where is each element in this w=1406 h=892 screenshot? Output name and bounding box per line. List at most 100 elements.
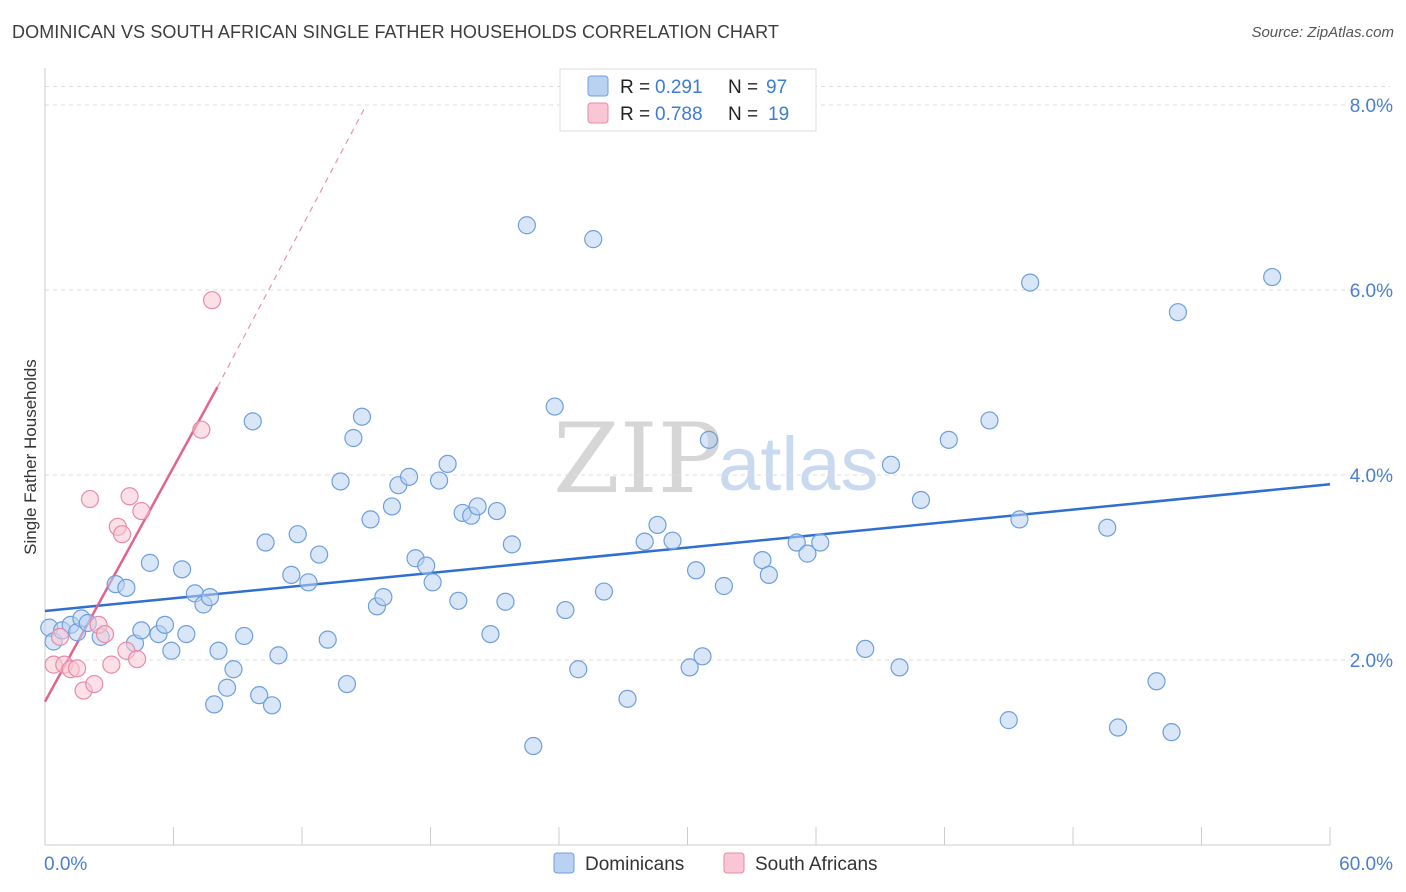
data-point-dominicans bbox=[235, 626, 254, 646]
data-point-dominicans bbox=[856, 639, 875, 659]
data-point-dominicans bbox=[269, 646, 288, 665]
legend-swatch-dominicans bbox=[587, 75, 609, 97]
legend-n-label-south-africans: N = bbox=[728, 104, 758, 125]
bottom-legend: Dominicans South Africans bbox=[553, 852, 878, 875]
data-point-dominicans bbox=[468, 497, 487, 516]
data-point-dominicans bbox=[1162, 723, 1181, 742]
data-point-dominicans bbox=[635, 532, 654, 551]
trend-line-south-africans-extension bbox=[216, 104, 367, 388]
data-point-dominicans bbox=[569, 660, 588, 679]
data-point-dominicans bbox=[224, 660, 243, 679]
legend-n-value-dominicans: 97 bbox=[766, 77, 787, 98]
data-point-dominicans bbox=[1147, 672, 1166, 691]
data-point-south-africans bbox=[85, 674, 104, 694]
data-point-dominicans bbox=[243, 412, 262, 431]
data-point-south-africans bbox=[120, 487, 139, 506]
trend-line-dominicans bbox=[44, 483, 1331, 613]
data-point-dominicans bbox=[502, 535, 521, 554]
source-label: Source: ZipAtlas.com bbox=[1251, 24, 1394, 41]
data-point-dominicans bbox=[262, 696, 282, 715]
data-point-dominicans bbox=[881, 455, 901, 474]
bottom-legend-swatch-dominicans bbox=[553, 852, 575, 874]
legend: R = 0.291 N = 97 R = 0.788 N = 19 bbox=[559, 68, 817, 132]
data-point-dominicans bbox=[618, 689, 637, 708]
x-tick-label: 60.0% bbox=[1339, 854, 1393, 875]
data-point-dominicans bbox=[361, 510, 380, 529]
legend-r-label-dominicans: R = bbox=[620, 77, 650, 98]
data-point-dominicans bbox=[382, 497, 402, 516]
data-point-dominicans bbox=[310, 545, 329, 564]
gridlines bbox=[45, 86, 1390, 661]
y-tick-label: 6.0% bbox=[1350, 281, 1393, 302]
data-point-dominicans bbox=[648, 515, 667, 535]
legend-r-label-south-africans: R = bbox=[620, 104, 650, 125]
data-point-dominicans bbox=[911, 490, 931, 510]
data-point-dominicans bbox=[1010, 510, 1029, 529]
data-point-dominicans bbox=[140, 553, 160, 572]
y-tick-label: 8.0% bbox=[1350, 96, 1393, 117]
tick-labels: 2.0% 4.0% 6.0% 8.0% 0.0% 60.0% bbox=[44, 96, 1393, 875]
data-point-dominicans bbox=[117, 578, 136, 597]
legend-swatch-south-africans bbox=[587, 102, 609, 124]
watermark: ZIP atlas bbox=[553, 403, 879, 515]
data-point-dominicans bbox=[177, 624, 196, 644]
data-point-south-africans bbox=[192, 420, 211, 439]
data-point-dominicans bbox=[556, 600, 575, 620]
data-point-dominicans bbox=[759, 565, 778, 585]
bottom-legend-label-dominicans: Dominicans bbox=[585, 854, 684, 875]
bottom-legend-swatch-south-africans bbox=[723, 852, 745, 874]
data-point-dominicans bbox=[352, 407, 372, 426]
data-point-dominicans bbox=[1108, 718, 1128, 737]
data-point-south-africans bbox=[68, 659, 87, 678]
data-point-dominicans bbox=[798, 544, 817, 563]
axes bbox=[44, 68, 1331, 846]
data-point-dominicans bbox=[693, 647, 712, 666]
data-point-dominicans bbox=[939, 430, 958, 449]
bottom-legend-label-south-africans: South Africans bbox=[755, 854, 878, 875]
data-point-dominicans bbox=[299, 573, 318, 592]
data-point-dominicans bbox=[217, 678, 237, 697]
data-point-south-africans bbox=[112, 525, 132, 544]
data-point-dominicans bbox=[481, 624, 500, 644]
data-point-dominicans bbox=[162, 641, 181, 660]
data-point-south-africans bbox=[80, 489, 100, 509]
data-point-south-africans bbox=[102, 655, 121, 674]
data-point-dominicans bbox=[449, 591, 468, 610]
data-point-dominicans bbox=[172, 560, 192, 579]
data-point-dominicans bbox=[686, 561, 706, 580]
watermark-zip: ZIP bbox=[553, 403, 722, 515]
legend-n-value-south-africans: 19 bbox=[768, 104, 789, 125]
data-point-dominicans bbox=[288, 525, 307, 544]
data-point-dominicans bbox=[1168, 303, 1188, 322]
data-point-dominicans bbox=[680, 658, 699, 677]
data-point-dominicans bbox=[890, 658, 909, 677]
legend-n-label-dominicans: N = bbox=[728, 77, 758, 98]
data-point-dominicans bbox=[1021, 273, 1040, 292]
data-point-dominicans bbox=[205, 695, 224, 714]
data-point-south-africans bbox=[50, 627, 70, 646]
trend-line-south-africans bbox=[43, 386, 219, 703]
data-point-dominicans bbox=[496, 592, 515, 611]
data-point-dominicans bbox=[787, 533, 806, 552]
data-point-south-africans bbox=[127, 649, 147, 669]
data-point-dominicans bbox=[545, 397, 564, 416]
data-point-south-africans bbox=[132, 501, 151, 521]
legend-r-value-south-africans: 0.788 bbox=[655, 104, 703, 125]
data-point-dominicans bbox=[256, 533, 275, 552]
data-point-dominicans bbox=[344, 428, 363, 448]
y-tick-label: 2.0% bbox=[1350, 651, 1393, 672]
data-point-dominicans bbox=[524, 736, 543, 756]
chart-title: DOMINICAN VS SOUTH AFRICAN SINGLE FATHER… bbox=[12, 22, 780, 42]
data-point-dominicans bbox=[699, 430, 719, 449]
data-point-dominicans bbox=[331, 472, 350, 491]
legend-r-value-dominicans: 0.291 bbox=[655, 77, 703, 98]
data-point-dominicans bbox=[417, 556, 436, 575]
data-point-dominicans bbox=[318, 630, 337, 649]
data-point-dominicans bbox=[423, 573, 442, 592]
data-point-dominicans bbox=[429, 471, 449, 490]
x-tick-label: 0.0% bbox=[44, 854, 87, 875]
data-point-dominicans bbox=[374, 587, 393, 607]
data-points bbox=[40, 216, 1282, 756]
data-point-dominicans bbox=[132, 621, 151, 640]
